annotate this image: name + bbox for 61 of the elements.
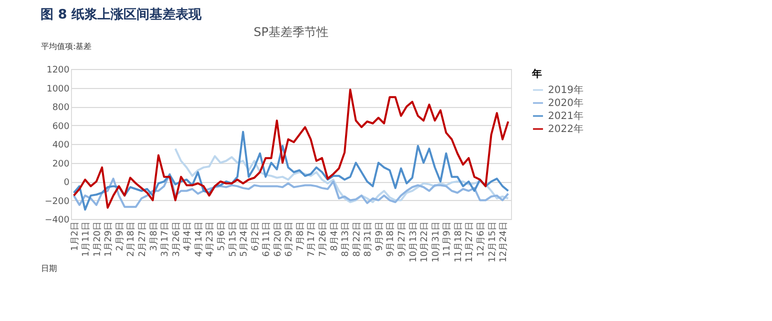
chart-title: 图 8 纸浆上涨区间基差表现 bbox=[40, 8, 203, 22]
x-tick-label: 8月31日 bbox=[364, 222, 374, 257]
x-tick-label: 7月17日 bbox=[307, 222, 318, 257]
x-tick-label: 9月18日 bbox=[386, 222, 396, 257]
x-tick-label: 12月15日 bbox=[488, 222, 498, 262]
y-tick-label: 800 bbox=[52, 103, 70, 113]
x-tick-label: 3月26日 bbox=[172, 222, 182, 257]
x-tick-label: 6月2日 bbox=[250, 222, 261, 251]
y-tick-label: 1000 bbox=[46, 84, 70, 94]
x-tick-label: 3月17日 bbox=[160, 222, 171, 257]
legend-label: 2020年 bbox=[548, 97, 584, 109]
text: 平均值项:基差 bbox=[41, 42, 92, 51]
line-series bbox=[72, 173, 510, 208]
x-tick-label: 10月31日 bbox=[431, 222, 442, 262]
y-tick-label: 600 bbox=[52, 122, 70, 132]
x-tick-label: 10月13日 bbox=[408, 222, 419, 262]
x-tick-label: 6月20日 bbox=[273, 222, 284, 257]
x-tick-label: 6月29日 bbox=[284, 222, 295, 257]
x-tick-label: 9月27日 bbox=[398, 222, 408, 257]
x-tick-label: 8月22日 bbox=[352, 222, 362, 257]
x-tick-label: 4月23日 bbox=[206, 222, 216, 257]
x-tick-label: 2月27日 bbox=[138, 222, 148, 257]
line-series bbox=[72, 130, 510, 211]
y-tick-label: −200 bbox=[44, 196, 70, 207]
y-tick-label: 400 bbox=[52, 140, 70, 150]
x-tick-label: 2月18日 bbox=[126, 222, 137, 257]
x-tick-label: 11月27日 bbox=[465, 222, 476, 262]
x-tick-label: 2月9日 bbox=[115, 222, 126, 251]
x-tick-label: 4月4日 bbox=[183, 222, 194, 251]
legend-label: 2021年 bbox=[548, 110, 584, 122]
x-tick-label: 12月6日 bbox=[476, 222, 486, 257]
x-tick-label: 1月29日 bbox=[104, 222, 114, 257]
x-tick-label: 11月9日 bbox=[442, 222, 453, 257]
x-tick-label: 5月6日 bbox=[216, 222, 227, 251]
chart-subtitle: SP基差季节性 bbox=[254, 25, 328, 39]
legend-label: 2019年 bbox=[548, 84, 584, 96]
y-tick-label: −400 bbox=[44, 216, 70, 226]
x-tick-label: 9月9日 bbox=[374, 222, 385, 251]
x-tick-label: 1月2日 bbox=[70, 222, 80, 251]
x-tick-label: 10月22日 bbox=[420, 222, 430, 262]
y-tick-label: 1200 bbox=[46, 66, 70, 76]
x-tick-label: 11月18日 bbox=[454, 222, 464, 262]
x-tick-label: 6月11日 bbox=[262, 222, 272, 257]
legend-title: 年 bbox=[531, 68, 542, 80]
x-tick-label: 1月11日 bbox=[82, 222, 92, 257]
line-series bbox=[72, 88, 510, 209]
x-tick-label: 3月8日 bbox=[149, 222, 160, 251]
y-tick-label: 200 bbox=[52, 159, 70, 170]
y-tick-label: 0 bbox=[64, 178, 70, 188]
legend-label: 2022年 bbox=[548, 123, 584, 135]
text: 日期 bbox=[41, 264, 57, 273]
x-tick-label: 5月15日 bbox=[228, 222, 238, 257]
x-tick-label: 7月26日 bbox=[318, 222, 329, 257]
x-tick-label: 12月24日 bbox=[499, 222, 510, 262]
x-tick-label: 8月4日 bbox=[330, 222, 340, 251]
x-tick-label: 5月24日 bbox=[240, 222, 250, 257]
line-series bbox=[174, 148, 510, 204]
x-tick-label: 1月20日 bbox=[92, 222, 103, 257]
x-tick-label: 7月8日 bbox=[296, 222, 306, 251]
x-tick-label: 4月14日 bbox=[194, 222, 204, 257]
x-tick-label: 8月13日 bbox=[341, 222, 352, 257]
